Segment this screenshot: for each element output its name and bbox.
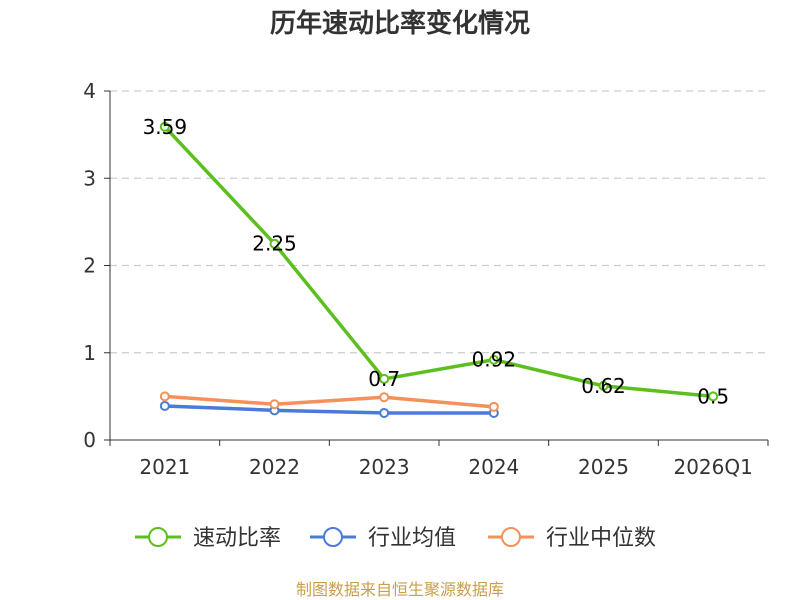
- source-note: 制图数据来自恒生聚源数据库: [296, 580, 504, 599]
- data-point-2[interactable]: [159, 391, 170, 402]
- x-tick-label: 2025: [578, 455, 629, 479]
- legend-item-0[interactable]: 速动比率: [135, 526, 281, 551]
- legend-marker: [148, 527, 168, 547]
- data-point-1[interactable]: [159, 400, 170, 411]
- data-label: 0.7: [368, 367, 400, 391]
- data-point-1[interactable]: [379, 407, 390, 418]
- x-tick-label: 2024: [468, 455, 519, 479]
- y-tick-label: 3: [83, 166, 96, 190]
- legend-item-1[interactable]: 行业均值: [310, 526, 456, 551]
- legend-item-2[interactable]: 行业中位数: [488, 526, 656, 551]
- x-tick-label: 2023: [359, 455, 410, 479]
- y-tick-label: 1: [83, 341, 96, 365]
- series-line-2: [164, 394, 494, 409]
- legend-label: 行业均值: [368, 526, 456, 551]
- data-point-0[interactable]: [488, 354, 499, 365]
- series-group: [159, 121, 719, 418]
- data-point-2[interactable]: [269, 399, 280, 410]
- legend-marker: [501, 527, 521, 547]
- data-point-0[interactable]: [379, 373, 390, 384]
- data-point-0[interactable]: [708, 391, 719, 402]
- data-point-0[interactable]: [269, 238, 280, 249]
- data-labels: 3.59 2.25 0.7 0.92 0.62 0.5: [143, 115, 730, 409]
- series-line-0: [163, 125, 714, 399]
- data-point-2[interactable]: [488, 401, 499, 412]
- legend-marker: [323, 527, 343, 547]
- legend[interactable]: 速动比率 行业均值 行业中位数: [135, 526, 656, 551]
- data-label: 3.59: [143, 115, 188, 139]
- chart-title: 历年速动比率变化情况: [270, 8, 530, 39]
- data-label: 0.5: [697, 384, 729, 408]
- axes: 0 1 2 3 4 2021 2022 2023 2024 2025 2026Q1: [83, 79, 769, 479]
- series-line-1: [164, 404, 494, 415]
- data-point-2[interactable]: [379, 392, 390, 403]
- data-point-0[interactable]: [159, 121, 170, 132]
- y-tick-label: 2: [83, 254, 96, 278]
- x-tick-label: 2026Q1: [673, 455, 752, 479]
- x-tick-label: 2021: [139, 455, 190, 479]
- data-label: 2.25: [252, 232, 297, 256]
- data-point-0[interactable]: [598, 380, 609, 391]
- y-tick-label: 0: [83, 428, 96, 452]
- y-tick-label: 4: [83, 79, 96, 103]
- grid-lines: [110, 90, 768, 354]
- legend-label: 行业中位数: [546, 526, 656, 551]
- legend-label: 速动比率: [193, 526, 281, 551]
- data-label: 0.92: [472, 348, 517, 372]
- data-label: 0.62: [581, 374, 626, 398]
- x-tick-label: 2022: [249, 455, 300, 479]
